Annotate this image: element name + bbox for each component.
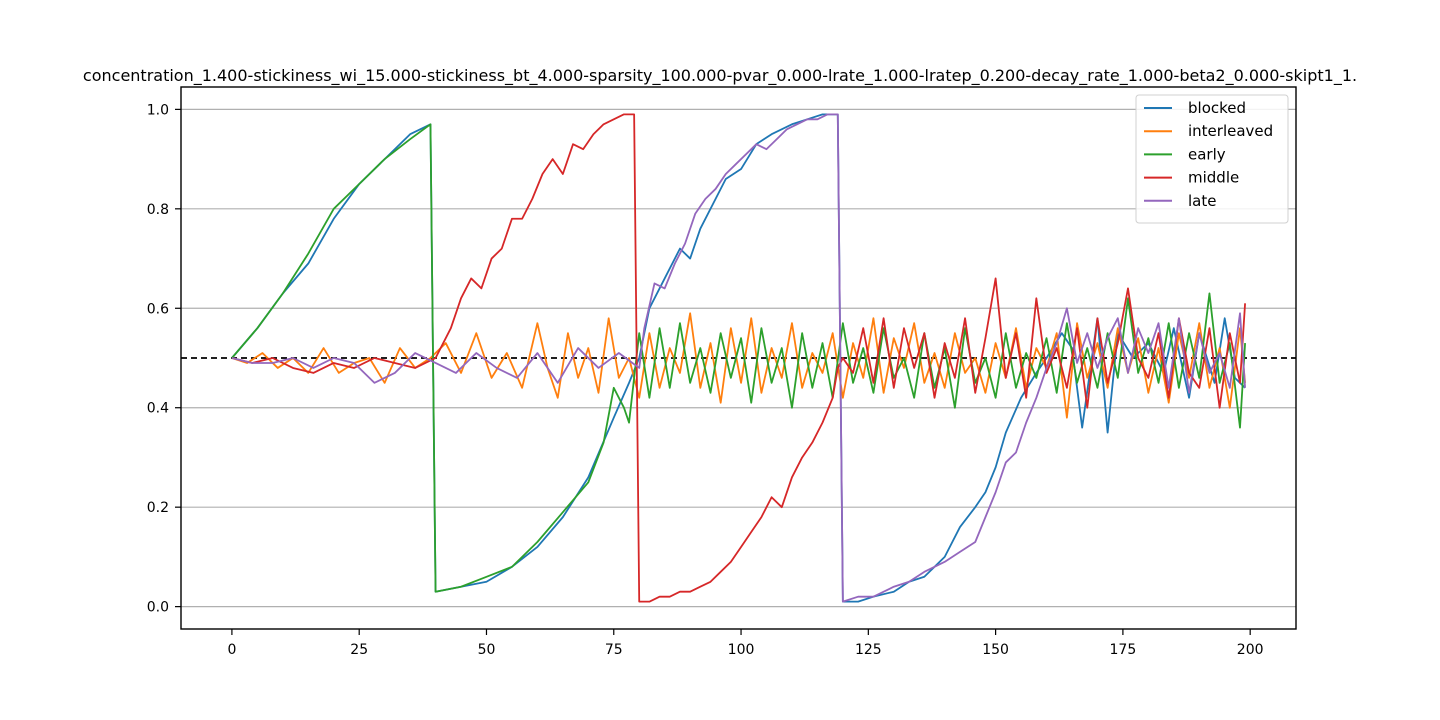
y-tick-label: 1.0: [147, 102, 169, 118]
y-tick-label: 0.6: [147, 301, 169, 317]
y-tick-label: 0.2: [147, 500, 169, 516]
x-tick-label: 25: [350, 642, 368, 658]
x-tick-label: 0: [227, 642, 236, 658]
x-tick-label: 75: [605, 642, 623, 658]
series-line-interleaved: [231, 312, 1246, 419]
x-axis: 0 25 50 75 100 125 150 175 200: [227, 629, 1264, 658]
y-tick-label: 0.4: [147, 401, 169, 417]
series-line-early: [231, 123, 1246, 593]
series-line-late: [231, 113, 1246, 603]
x-tick-label: 175: [1110, 642, 1137, 658]
series-line-middle: [231, 113, 1246, 603]
legend-label-middle: middle: [1188, 169, 1239, 187]
chart-title: concentration_1.400-stickiness_wi_15.000…: [83, 66, 1357, 86]
legend-label-interleaved: interleaved: [1188, 122, 1273, 140]
y-grid: [181, 108, 1296, 608]
legend-label-blocked: blocked: [1188, 99, 1246, 117]
x-tick-label: 200: [1237, 642, 1264, 658]
series-group: [231, 113, 1246, 603]
y-axis: 0.0 0.2 0.4 0.6 0.8 1.0: [147, 102, 181, 616]
y-tick-label: 0.8: [147, 202, 169, 218]
x-tick-label: 125: [855, 642, 882, 658]
y-tick-label: 0.0: [147, 600, 169, 616]
legend: blocked interleaved early middle late: [1135, 94, 1289, 224]
legend-label-late: late: [1188, 192, 1216, 210]
legend-box: [1135, 94, 1289, 224]
legend-label-early: early: [1188, 145, 1226, 163]
x-tick-label: 100: [728, 642, 755, 658]
x-tick-label: 150: [982, 642, 1009, 658]
x-tick-label: 50: [478, 642, 496, 658]
axes-frame: [180, 86, 1297, 630]
